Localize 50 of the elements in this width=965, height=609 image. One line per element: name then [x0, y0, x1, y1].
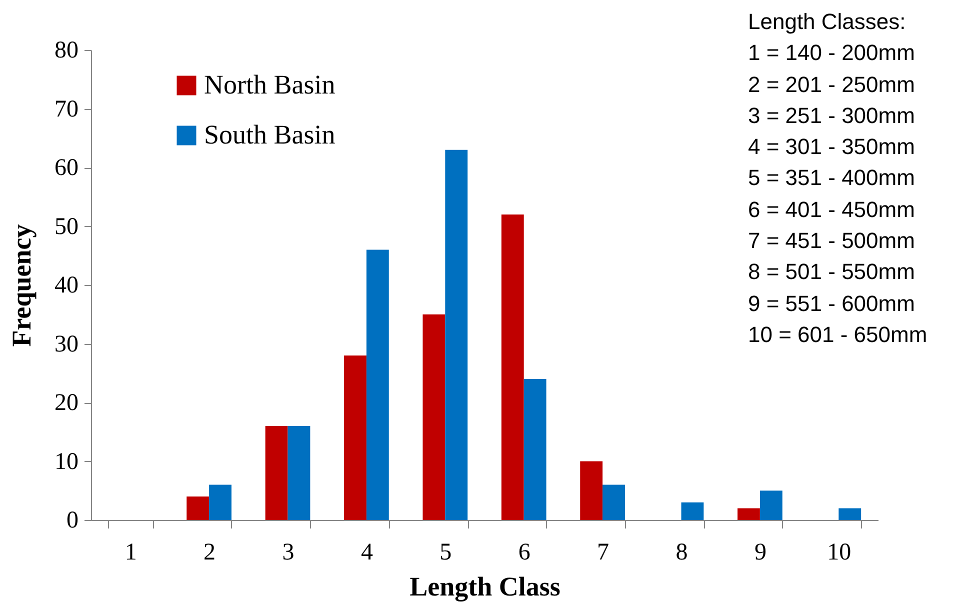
y-tick-label: 80 — [54, 38, 78, 64]
x-tick-label: 6 — [518, 540, 530, 566]
x-tick-label: 7 — [597, 540, 610, 566]
annotation: 10 = 601 - 650mm — [748, 320, 928, 349]
annotation: 3 = 251 - 300mm — [748, 102, 916, 130]
legend-label: South Basin — [204, 120, 336, 150]
annotation: 8 = 501 - 550mm — [748, 258, 916, 286]
x-tick-label: 8 — [676, 540, 688, 566]
annotation: 4 = 301 - 350mm — [748, 133, 916, 162]
annotation: 7 = 451 - 500mm — [748, 227, 916, 256]
bar — [580, 461, 603, 520]
bar — [422, 314, 446, 520]
x-tick-label: 3 — [282, 540, 294, 566]
text: Length Classes: — [748, 8, 907, 36]
x-tick-label: 4 — [360, 540, 373, 566]
y-axis-title: Frequency — [6, 224, 36, 347]
x-tick-label: 2 — [204, 540, 216, 566]
y-tick-label: 20 — [54, 390, 78, 416]
bar — [501, 214, 524, 520]
bar — [838, 508, 862, 520]
x-axis-title: Length Class — [410, 572, 560, 602]
annotation: 2 = 201 - 250mm — [748, 70, 916, 99]
x-tick-label: 5 — [440, 540, 452, 566]
bar — [288, 426, 310, 520]
y-tick-label: 10 — [54, 448, 78, 475]
legend-label: North Basin — [204, 70, 336, 100]
y-tick-label: 40 — [54, 272, 78, 298]
bar — [445, 150, 468, 520]
y-tick-label: 0 — [66, 508, 78, 534]
annotation: 9 = 551 - 600mm — [748, 290, 916, 318]
annotation: 6 = 401 - 450mm — [748, 196, 916, 224]
bar — [265, 426, 288, 520]
bar — [738, 508, 760, 520]
bar — [344, 356, 366, 520]
bar — [366, 250, 389, 520]
y-tick-label: 70 — [54, 96, 78, 122]
bar — [760, 490, 782, 520]
y-tick-label: 60 — [54, 155, 78, 181]
bar — [186, 496, 210, 520]
bar — [681, 502, 704, 520]
x-tick-label: 9 — [754, 540, 766, 566]
bar — [524, 379, 546, 520]
bar — [602, 484, 625, 520]
y-tick-label: 30 — [54, 331, 78, 358]
annotation: 5 = 351 - 400mm — [748, 164, 916, 192]
annotation: 1 = 140 - 200mm — [748, 39, 916, 68]
y-tick-label: 50 — [54, 214, 78, 240]
x-tick-label: 10 — [827, 540, 852, 566]
bar — [209, 484, 232, 520]
x-tick-label: 1 — [124, 540, 137, 566]
